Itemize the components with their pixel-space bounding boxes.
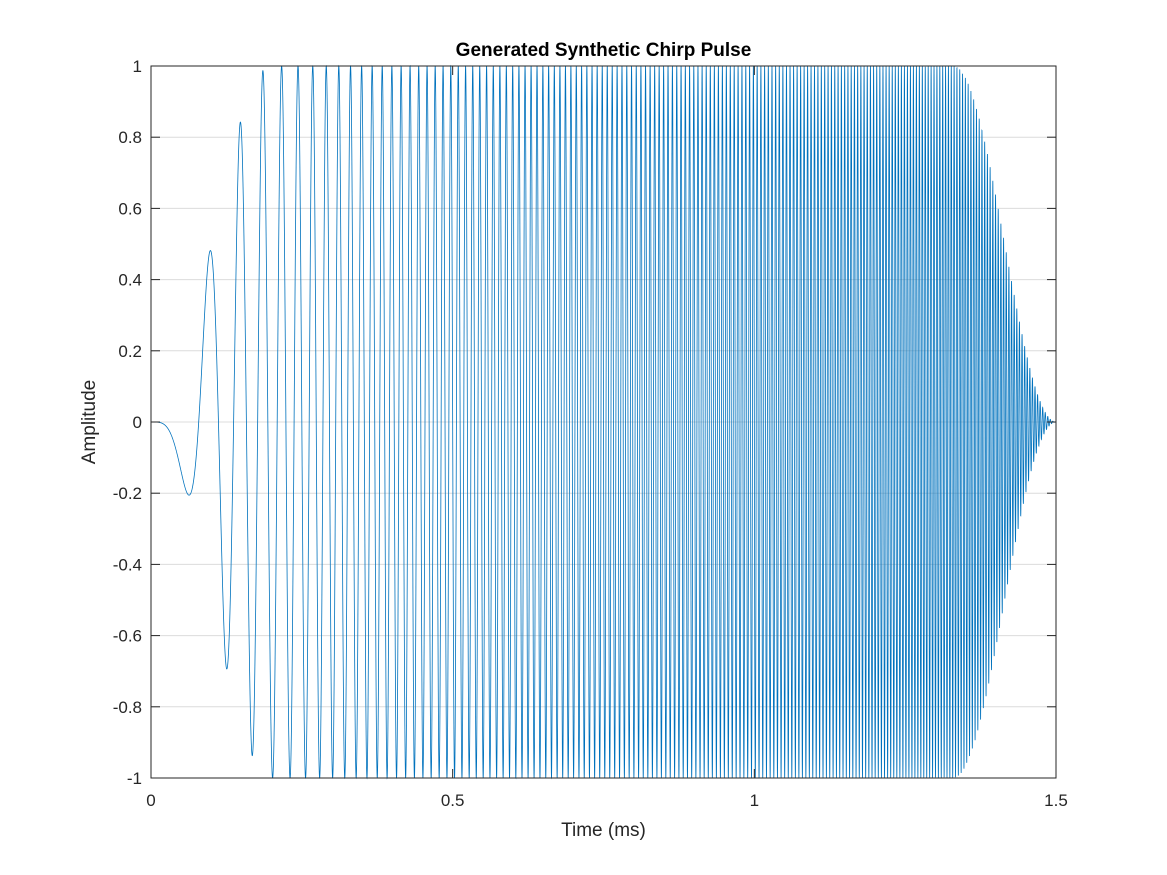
y-tick-label: -1 (127, 769, 142, 788)
series-layer (151, 64, 1056, 780)
y-tick-label: 0.6 (118, 199, 142, 218)
tick-layer: -1 -0.8 -0.6 -0.4 -0.2 0 0.2 0.4 0.6 0.8 1 0 0.5 1 1.5 (113, 57, 1068, 810)
y-tick-label: 0.8 (118, 128, 142, 147)
x-tick-label: 0 (146, 791, 155, 810)
series-line (151, 64, 1056, 780)
chart-title: Generated Synthetic Chirp Pulse (456, 40, 752, 61)
y-tick-label: 1 (133, 57, 142, 76)
y-axis-label: Amplitude (79, 380, 100, 465)
x-axis-label: Time (ms) (561, 820, 646, 841)
x-tick-label: 1.5 (1044, 791, 1068, 810)
x-tick-label: 1 (750, 791, 759, 810)
y-tick-label: -0.4 (113, 555, 142, 574)
y-tick-label: -0.6 (113, 627, 142, 646)
y-tick-label: 0 (133, 413, 142, 432)
x-tick-label: 0.5 (441, 791, 465, 810)
y-tick-label: 0.4 (118, 271, 142, 290)
y-tick-label: -0.8 (113, 698, 142, 717)
y-tick-label: 0.2 (118, 342, 142, 361)
y-tick-label: -0.2 (113, 484, 142, 503)
